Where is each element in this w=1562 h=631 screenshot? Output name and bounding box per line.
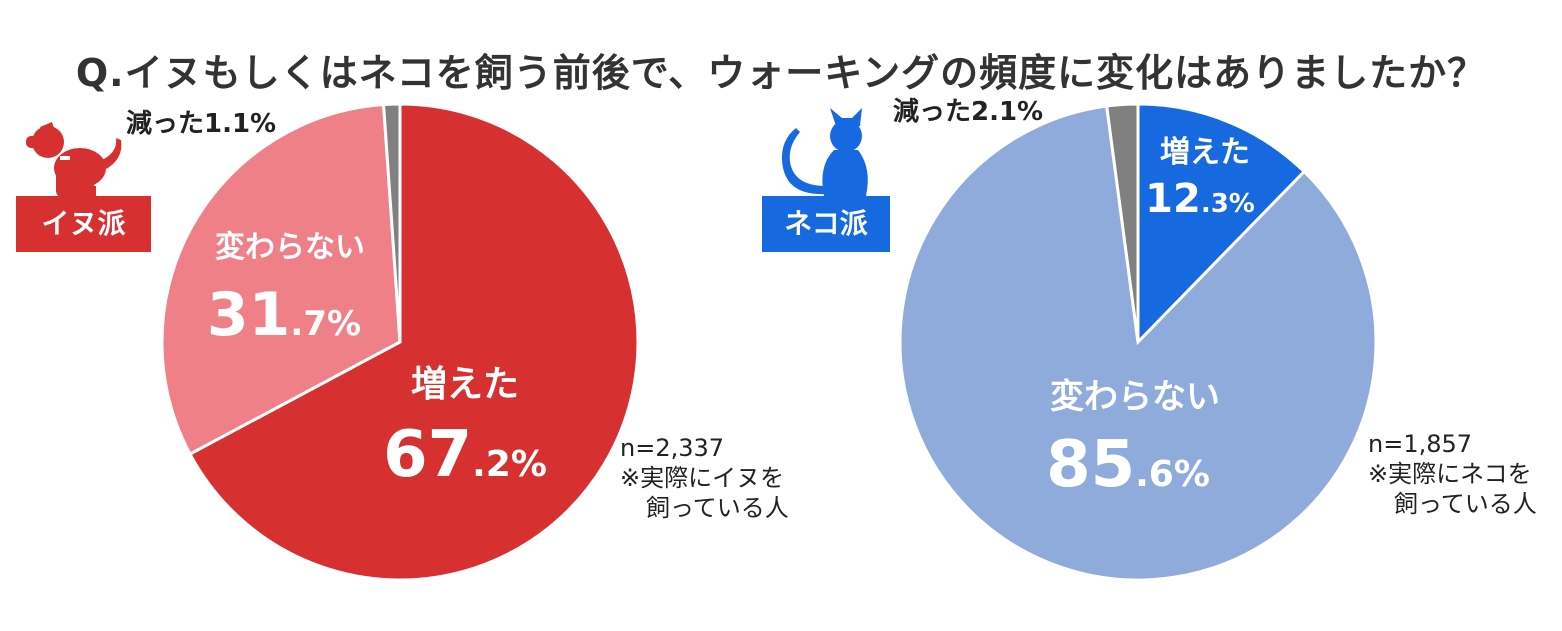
dog-group-badge: イヌ派 — [16, 196, 151, 252]
dog-note-line1: ※実際にイヌを — [620, 464, 784, 492]
dog-same-label: 変わらない — [215, 230, 365, 265]
dog-increase-value: 67.2% — [383, 418, 547, 492]
dog-slice-same — [160, 102, 402, 457]
dog-same-value: 31.7% — [207, 280, 361, 350]
cat-note-line1: ※実際にネコを — [1368, 460, 1532, 488]
dog-slice-decrease — [381, 102, 402, 343]
dog-decrease-label: 減った1.1% — [126, 109, 276, 139]
dog-sample-size: n=2,337 — [620, 434, 724, 462]
chart-title: Q.イヌもしくはネコを飼う前後で、ウォーキングの頻度に変化はありましたか？ — [75, 51, 1487, 95]
cat-sample-size: n=1,857 — [1368, 430, 1472, 458]
dog-slice-increase — [187, 102, 640, 582]
dog-pie: 変わらない 31.7% 増えた 67.2% 減った1.1% n=2,337 ※実… — [26, 102, 789, 582]
cat-slice-decrease — [1105, 102, 1140, 343]
cat-decrease-label: 減った2.1% — [893, 97, 1043, 127]
cat-group-badge: ネコ派 — [762, 196, 890, 252]
dog-icon — [26, 122, 122, 198]
cat-increase-value: 12.3% — [1145, 176, 1255, 222]
cat-increase-label: 増えた — [1160, 135, 1250, 170]
cat-icon — [781, 108, 868, 196]
cat-slice-same — [898, 104, 1378, 582]
cat-pie: 増えた 12.3% 変わらない 85.6% 減った2.1% n=1,857 ※実… — [781, 97, 1537, 582]
dog-note-line2: 飼っている人 — [646, 494, 789, 522]
dog-increase-label: 増えた — [411, 364, 519, 405]
cat-same-value: 85.6% — [1046, 428, 1210, 502]
cat-slice-increase — [1136, 102, 1307, 346]
cat-note-line2: 飼っている人 — [1394, 490, 1537, 518]
cat-same-label: 変わらない — [1050, 377, 1220, 417]
